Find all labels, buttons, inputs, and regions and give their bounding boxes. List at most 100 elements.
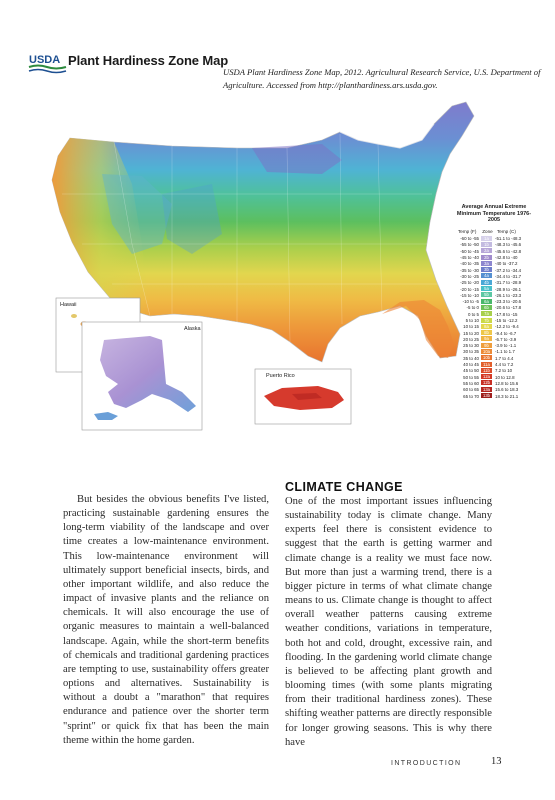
- map-credit-caption: USDA Plant Hardiness Zone Map, 2012. Agr…: [223, 67, 541, 90]
- map-title: Plant Hardiness Zone Map: [68, 53, 229, 68]
- legend-zone-swatch: 3b: [481, 267, 492, 274]
- section-heading: CLIMATE CHANGE: [285, 480, 403, 494]
- legend-temp-f: 20 to 25: [463, 336, 479, 342]
- legend-temp-c: -12.2 to -9.4: [495, 324, 519, 330]
- puerto-rico-inset: [254, 368, 352, 425]
- legend-zone-swatch: 1b: [481, 241, 492, 248]
- legend-zone-swatch: 8a: [481, 323, 492, 330]
- legend-row: 30 to 35 10a -1.1 to 1.7: [456, 348, 532, 355]
- legend-row: 60 to 65 13a 15.6 to 18.3: [456, 386, 532, 393]
- legend-temp-f: 30 to 35: [463, 349, 479, 355]
- contiguous-us-map: [51, 101, 475, 363]
- legend-zone-swatch: 6a: [481, 298, 492, 305]
- legend-temp-c: -20.6 to -17.8: [495, 305, 522, 311]
- legend-temp-c: -31.7 to -28.9: [495, 280, 522, 286]
- legend-zone-swatch: 10a: [481, 348, 492, 355]
- legend-zone-swatch: 7b: [481, 317, 492, 324]
- legend-zone-swatch: 1a: [481, 235, 492, 242]
- legend-temp-c: 4.4 to 7.2: [495, 362, 514, 368]
- legend-zone-swatch: 9b: [481, 342, 492, 349]
- legend-row: 40 to 45 11a 4.4 to 7.2: [456, 361, 532, 368]
- legend-temp-f: -50 to -45: [460, 248, 479, 254]
- legend-row: 15 to 20 8b -9.4 to -6.7: [456, 330, 532, 337]
- legend-temp-c: -17.8 to -15: [495, 311, 518, 317]
- legend-row: 10 to 15 8a -12.2 to -9.4: [456, 323, 532, 330]
- legend-temp-c: -26.1 to -23.3: [495, 292, 522, 298]
- legend-row: -10 to -5 6a -23.3 to -20.6: [456, 298, 532, 305]
- hardiness-map-figure: USDA Plant Hardiness Zone Map USDA Plant…: [22, 44, 540, 456]
- legend-temp-f: 50 to 55: [463, 374, 479, 380]
- legend-zone-swatch: 6b: [481, 304, 492, 311]
- legend-zone-swatch: 7a: [481, 311, 492, 318]
- legend-row: 45 to 50 11b 7.2 to 10: [456, 367, 532, 374]
- legend-zone-swatch: 8b: [481, 330, 492, 337]
- legend-temp-c: 1.7 to 4.4: [495, 355, 514, 361]
- legend-temp-f: 0 to 5: [468, 311, 479, 317]
- legend-row: -25 to -20 4b -31.7 to -28.9: [456, 279, 532, 286]
- legend-row: 0 to 5 7a -17.8 to -15: [456, 311, 532, 318]
- legend-row: 65 to 70 13b 18.3 to 21.1: [456, 393, 532, 400]
- legend-temp-c: 10 to 12.8: [495, 374, 515, 380]
- legend-temp-c: -37.2 to -34.4: [495, 267, 522, 273]
- legend-temp-f: 5 to 10: [465, 318, 479, 323]
- legend-zone-swatch: 3a: [481, 260, 492, 267]
- legend-row: -5 to 0 6b -20.6 to -17.8: [456, 304, 532, 311]
- legend-row: -55 to -50 1b -48.3 to -45.6: [456, 241, 532, 248]
- legend-rows: -60 to -55 1a -51.1 to -48.3 -55 to -50 1b -4…: [456, 235, 532, 400]
- legend-temp-c: -45.6 to -42.8: [495, 248, 522, 254]
- alaska-inset: [81, 321, 203, 431]
- legend-zone-swatch: 2a: [481, 248, 492, 255]
- legend-row: 50 to 55 12a 10 to 12.8: [456, 374, 532, 381]
- legend-zone-swatch: 2b: [481, 254, 492, 261]
- legend-temp-f: 15 to 20: [463, 330, 479, 336]
- legend-zone-swatch: 13b: [481, 393, 492, 400]
- legend-row: 5 to 10 7b -15 to -12.2: [456, 317, 532, 324]
- legend-row: 25 to 30 9b -3.9 to -1.1: [456, 342, 532, 349]
- legend-temp-c: 12.8 to 15.6: [495, 380, 519, 386]
- legend-col-fahrenheit: Temp (F): [458, 228, 477, 234]
- legend-temp-c: -6.7 to -3.9: [495, 336, 517, 342]
- legend-zone-swatch: 12b: [481, 380, 492, 387]
- legend-temp-c: -15 to -12.2: [495, 318, 518, 323]
- legend-zone-swatch: 13a: [481, 386, 492, 393]
- legend-temp-c: 18.3 to 21.1: [495, 393, 519, 399]
- legend-temp-c: -51.1 to -48.3: [495, 236, 522, 242]
- legend-zone-swatch: 11a: [481, 361, 492, 368]
- legend-temp-f: 10 to 15: [463, 324, 479, 330]
- legend-temp-f: 65 to 70: [463, 393, 479, 399]
- legend-zone-swatch: 12a: [481, 374, 492, 381]
- legend-col-zone: Zone: [482, 228, 493, 234]
- legend-temp-f: -60 to -55: [460, 236, 479, 242]
- legend-zone-swatch: 9a: [481, 336, 492, 343]
- legend-temp-f: -5 to 0: [466, 305, 479, 311]
- right-column: CLIMATE CHANGE One of the most important…: [285, 480, 492, 750]
- legend-row: 35 to 40 10b 1.7 to 4.4: [456, 355, 532, 362]
- legend-temp-c: 15.6 to 18.3: [495, 387, 519, 393]
- legend-temp-c: -42.8 to -40: [495, 255, 518, 261]
- legend-zone-swatch: 4b: [481, 279, 492, 286]
- legend-temp-c: -40 to -37.2: [495, 261, 518, 267]
- legend-temp-c: -34.4 to -31.7: [495, 273, 522, 279]
- legend-row: -15 to -10 5b -26.1 to -23.3: [456, 292, 532, 299]
- legend-header: Temp (F) Zone Temp (C): [456, 229, 532, 234]
- legend-temp-c: -48.3 to -45.6: [495, 242, 522, 248]
- footer-section-label: INTRODUCTION: [391, 760, 462, 767]
- usda-logo: USDA: [28, 52, 68, 74]
- legend-row: 55 to 60 12b 12.8 to 15.6: [456, 380, 532, 387]
- legend-temp-f: -20 to -15: [460, 286, 479, 292]
- legend-row: 20 to 25 9a -6.7 to -3.9: [456, 336, 532, 343]
- legend-zone-swatch: 11b: [481, 367, 492, 374]
- usda-logo-text: USDA: [29, 54, 60, 66]
- page-number: 13: [491, 756, 502, 767]
- legend-row: -30 to -25 4a -34.4 to -31.7: [456, 273, 532, 280]
- legend-title: Average Annual Extreme Minimum Temperatu…: [456, 204, 532, 223]
- hardiness-legend: Average Annual Extreme Minimum Temperatu…: [456, 204, 532, 400]
- legend-row: -35 to -30 3b -37.2 to -34.4: [456, 267, 532, 274]
- legend-temp-f: -25 to -20: [460, 280, 479, 286]
- legend-temp-c: 7.2 to 10: [495, 368, 513, 374]
- legend-temp-f: 45 to 50: [463, 368, 479, 374]
- legend-temp-c: -28.9 to -26.1: [495, 286, 522, 292]
- zone-map-artwork: [51, 101, 475, 431]
- legend-temp-f: -15 to -10: [460, 292, 479, 298]
- legend-temp-f: -45 to -40: [460, 255, 479, 261]
